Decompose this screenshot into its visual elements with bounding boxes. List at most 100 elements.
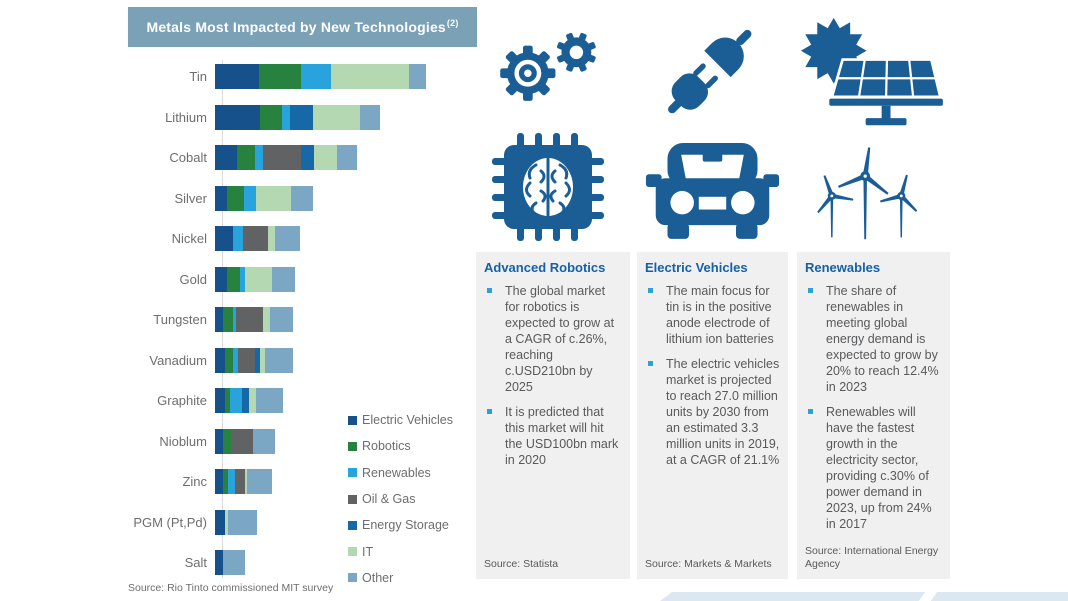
bar-segment-energy-storage <box>290 104 313 130</box>
electric-vehicles-panel: Electric Vehicles The main focus for tin… <box>637 252 788 579</box>
bar-track <box>215 266 295 292</box>
bar-segment-renewables <box>233 226 243 251</box>
legend-swatch <box>348 468 357 478</box>
bar-segment-electric-vehicles <box>215 469 223 494</box>
metal-label: Nioblum <box>159 433 207 449</box>
bar-segment-robotics <box>260 104 282 130</box>
bar-segment-electric-vehicles <box>215 509 225 535</box>
icon-stack <box>637 0 788 252</box>
bar-segment-energy-storage <box>301 145 314 170</box>
bar-segment-renewables <box>233 347 238 373</box>
bullet-text: The electric vehicles market is projecte… <box>666 357 780 467</box>
bullet-marker <box>648 361 653 366</box>
advanced-robotics-panel: Advanced Robotics The global market for … <box>476 252 630 579</box>
bullet-marker <box>808 409 813 414</box>
bar-segment-electric-vehicles <box>215 388 225 413</box>
metal-label: Salt <box>184 555 207 570</box>
bullet-item: The global market for robotics is expect… <box>484 283 622 395</box>
bar-segment-renewables <box>244 185 256 211</box>
panel-source: Source: Statista <box>484 558 559 570</box>
bar-segment-renewables <box>240 266 245 292</box>
bar-row: Nickel <box>128 226 468 251</box>
bar-row: Nioblum <box>128 428 468 454</box>
bar-row: Salt <box>128 550 468 575</box>
legend-swatch <box>348 415 357 425</box>
column-renewables: Renewables The share of renewables in me… <box>797 0 950 590</box>
metal-label: Vanadium <box>149 352 207 368</box>
bar-segment-it <box>314 145 337 170</box>
bar-segment-other <box>272 266 295 292</box>
bar-chart: Tin Lithium Cobalt Silver Nickel Gold Tungsten… <box>128 64 468 591</box>
panel-title: Advanced Robotics <box>484 260 606 275</box>
icon-stack <box>476 0 630 252</box>
bar-row: Cobalt <box>128 145 468 170</box>
bar-segment-oil-gas <box>235 469 245 494</box>
bar-segment-electric-vehicles <box>215 266 227 292</box>
wind-turbines-icon <box>817 147 918 240</box>
bar-segment-robotics <box>223 469 228 494</box>
bar-segment-oil-gas <box>231 428 253 454</box>
bar-segment-electric-vehicles <box>215 428 223 454</box>
bar-segment-electric-vehicles <box>215 185 227 211</box>
legend-item: IT <box>348 538 453 564</box>
metal-label: Nickel <box>171 231 207 246</box>
bar-segment-electric-vehicles <box>215 226 233 251</box>
bar-track <box>215 509 257 535</box>
bar-row: Zinc <box>128 469 468 494</box>
legend-label: Robotics <box>362 439 411 454</box>
bullet-text: It is predicted that this market will hi… <box>505 405 619 467</box>
panel-source: Source: International Energy Agency <box>805 545 939 570</box>
bar-track <box>215 469 272 494</box>
bar-segment-other <box>223 550 245 575</box>
bar-segment-robotics <box>225 347 233 373</box>
legend-swatch <box>348 441 357 451</box>
bar-row: Vanadium <box>128 347 468 373</box>
bar-segment-oil-gas <box>243 226 268 251</box>
panel-title: Renewables <box>805 260 881 275</box>
bullet-text: The global market for robotics is expect… <box>505 284 615 394</box>
bullet-marker <box>648 288 653 293</box>
metal-label: Cobalt <box>169 150 207 165</box>
legend-item: Other <box>348 565 453 591</box>
metal-label: Lithium <box>165 109 207 125</box>
bar-segment-electric-vehicles <box>215 347 225 373</box>
bar-row: PGM (Pt,Pd) <box>128 509 468 535</box>
bullet-item: The main focus for tin is in the positiv… <box>645 283 780 347</box>
legend-item: Oil & Gas <box>348 486 453 512</box>
bar-segment-renewables <box>233 307 236 332</box>
bar-segment-other <box>265 347 293 373</box>
bullet-text: The main focus for tin is in the positiv… <box>666 284 774 346</box>
metal-label: Tungsten <box>153 312 207 327</box>
bar-track <box>215 428 275 454</box>
metal-label: Graphite <box>157 393 207 408</box>
bar-segment-it <box>313 104 360 130</box>
bar-segment-robotics <box>227 185 244 211</box>
bar-segment-it <box>256 185 291 211</box>
bar-segment-oil-gas <box>263 145 301 170</box>
chart-legend: Electric Vehicles Robotics Renewables Oil &… <box>348 407 453 591</box>
bar-row: Gold <box>128 266 468 292</box>
bar-segment-robotics <box>259 64 301 89</box>
legend-item: Robotics <box>348 433 453 459</box>
legend-swatch <box>348 494 357 504</box>
legend-item: Electric Vehicles <box>348 407 453 433</box>
metal-label: Silver <box>174 190 207 206</box>
column-advanced-robotics: Advanced Robotics The global market for … <box>476 0 630 590</box>
bar-segment-electric-vehicles <box>215 307 223 332</box>
bar-track <box>215 104 380 130</box>
legend-swatch <box>348 547 357 557</box>
bar-track <box>215 550 245 575</box>
bar-row: Graphite <box>128 388 468 413</box>
bar-track <box>215 145 357 170</box>
renewables-panel: Renewables The share of renewables in me… <box>797 252 950 579</box>
bar-row: Lithium <box>128 104 468 130</box>
bar-segment-robotics <box>223 428 231 454</box>
bar-segment-other <box>409 64 426 89</box>
bar-segment-it <box>225 509 228 535</box>
bullet-item: The electric vehicles market is projecte… <box>645 356 780 468</box>
bar-segment-other <box>360 104 380 130</box>
bar-row: Tin <box>128 64 468 89</box>
bar-row: Tungsten <box>128 307 468 332</box>
bar-row: Silver <box>128 185 468 211</box>
bar-segment-energy-storage <box>242 388 249 413</box>
